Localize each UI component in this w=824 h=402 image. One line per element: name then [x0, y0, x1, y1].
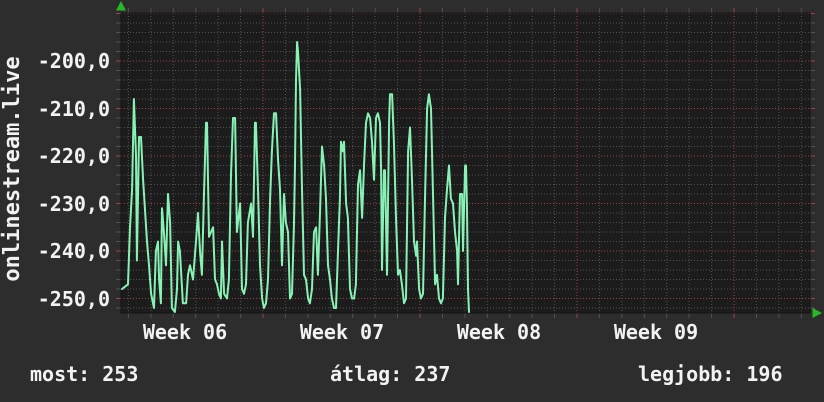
x-axis-week-label: Week 06	[142, 320, 228, 344]
x-axis-week-label: Week 07	[299, 320, 385, 344]
stat-best: legjobb: 196	[638, 362, 783, 386]
stat-current: most: 253	[30, 362, 139, 386]
x-axis-arrow-icon	[812, 308, 822, 318]
y-axis-arrow-icon	[116, 1, 126, 11]
plot-border	[120, 12, 811, 314]
y-axis-tick-label: -230,0	[37, 192, 110, 216]
y-axis-tick-label: -250,0	[37, 287, 110, 311]
x-axis-week-label: Week 08	[456, 320, 542, 344]
stat-average: átlag: 237	[330, 362, 451, 386]
y-axis-tick-label: -240,0	[37, 239, 110, 263]
y-axis-tick-label: -200,0	[37, 49, 110, 73]
rank-series-line	[121, 41, 470, 313]
y-axis-tick-label: -220,0	[37, 144, 110, 168]
y-axis-tick-label: -210,0	[37, 97, 110, 121]
x-axis-week-label: Week 09	[613, 320, 699, 344]
plot-area	[121, 13, 810, 313]
